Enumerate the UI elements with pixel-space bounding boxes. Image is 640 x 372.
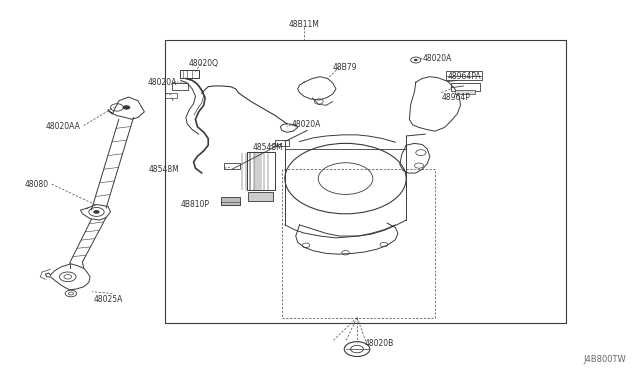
Bar <box>221 197 240 205</box>
Text: 48548M: 48548M <box>149 165 180 174</box>
Circle shape <box>414 59 418 61</box>
Text: 48964PA: 48964PA <box>448 72 481 81</box>
Text: 48020A: 48020A <box>148 78 177 87</box>
Bar <box>172 83 188 90</box>
Bar <box>221 202 240 205</box>
Circle shape <box>123 105 131 110</box>
Bar <box>166 93 177 98</box>
Text: 48B79: 48B79 <box>333 63 357 72</box>
Text: J4B800TW: J4B800TW <box>584 355 627 364</box>
Text: 48B11M: 48B11M <box>289 20 319 29</box>
Bar <box>246 151 275 190</box>
Bar <box>224 163 240 169</box>
Bar <box>451 83 479 92</box>
Bar <box>248 192 273 201</box>
Text: 4B810P: 4B810P <box>180 200 210 209</box>
Text: 48025A: 48025A <box>93 295 123 304</box>
Text: 48020B: 48020B <box>365 339 394 348</box>
Text: 48964P: 48964P <box>442 93 470 102</box>
Text: 48020A: 48020A <box>422 54 452 62</box>
Bar <box>275 140 289 146</box>
Text: 48548M: 48548M <box>253 142 284 151</box>
Bar <box>447 71 481 80</box>
Bar <box>456 90 474 94</box>
Text: 48020A: 48020A <box>291 121 321 129</box>
Circle shape <box>93 210 100 214</box>
Text: 48020Q: 48020Q <box>189 59 219 68</box>
Text: 48080: 48080 <box>25 180 49 189</box>
Text: 48020AA: 48020AA <box>45 122 80 131</box>
Bar <box>179 70 198 78</box>
Bar <box>166 39 566 323</box>
